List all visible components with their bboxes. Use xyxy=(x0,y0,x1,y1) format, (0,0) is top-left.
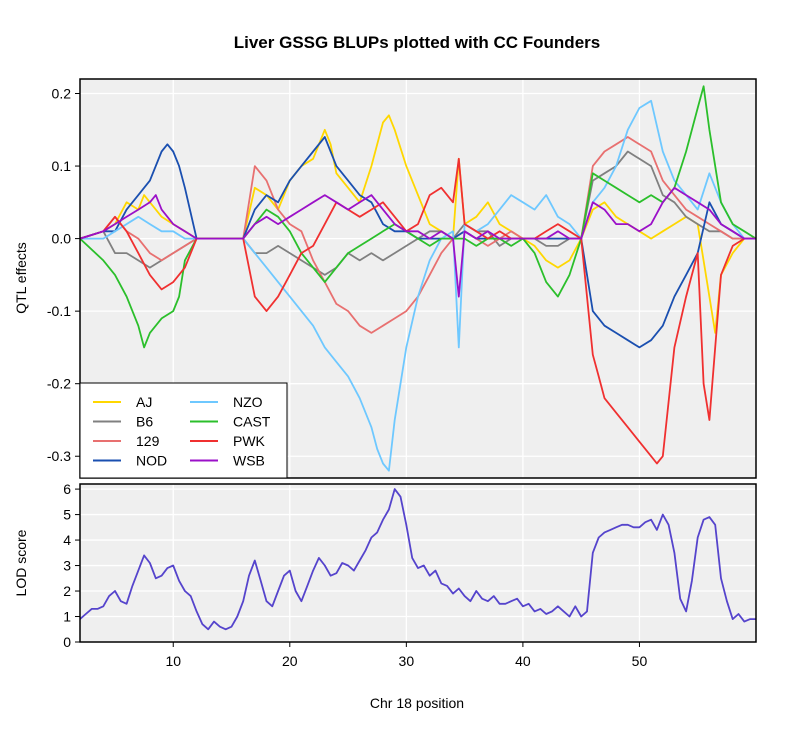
legend-label-b6: B6 xyxy=(136,414,153,430)
legend-box xyxy=(79,382,288,479)
legend-label-nod: NOD xyxy=(136,453,167,469)
effects-series-wsb xyxy=(79,186,756,298)
lod-ytick-label-0: 0 xyxy=(63,634,71,650)
legend-label-cast: CAST xyxy=(233,414,271,430)
lod-ytick-label-1: 1 xyxy=(63,609,71,625)
lod-ytick-label-5: 5 xyxy=(63,507,71,523)
lod-panel: 0 1 2 3 4 5 6 10 20 30 40 50 LOD score xyxy=(13,481,757,669)
effects-series-cast xyxy=(79,85,757,349)
xtick-label-2: 30 xyxy=(399,653,415,669)
lod-y-ticks: 0 1 2 3 4 5 6 xyxy=(63,481,80,650)
lod-plot-background xyxy=(80,484,756,642)
effects-y-ticks: -0.3 -0.2 -0.1 0.0 0.1 0.2 xyxy=(47,86,80,464)
lod-ytick-label-6: 6 xyxy=(63,481,71,497)
legend-label-pwk: PWK xyxy=(233,433,266,449)
xtick-label-1: 20 xyxy=(282,653,298,669)
lod-ytick-label-4: 4 xyxy=(63,532,71,548)
effects-panel: -0.3 -0.2 -0.1 0.0 0.1 0.2 QTL effects AJ B6 12… xyxy=(13,78,757,479)
x-axis-label: Chr 18 position xyxy=(370,695,464,711)
effects-ytick-label-4: 0.1 xyxy=(52,158,72,174)
lod-series-lines xyxy=(79,488,756,631)
legend-label-nzo: NZO xyxy=(233,394,263,410)
xtick-label-0: 10 xyxy=(165,653,181,669)
xtick-label-3: 40 xyxy=(515,653,531,669)
effects-series-lines xyxy=(79,85,757,472)
lod-y-axis-label: LOD score xyxy=(13,529,29,596)
effects-ytick-label-0: -0.3 xyxy=(47,448,71,464)
effects-ytick-label-2: -0.1 xyxy=(47,303,71,319)
effects-ytick-label-5: 0.2 xyxy=(52,86,72,102)
effects-plot-border xyxy=(79,78,757,479)
xtick-label-4: 50 xyxy=(632,653,648,669)
effects-ytick-label-3: 0.0 xyxy=(52,231,72,247)
effects-ytick-label-1: -0.2 xyxy=(47,376,71,392)
x-ticks: 10 20 30 40 50 xyxy=(165,642,647,669)
lod-series-lod xyxy=(79,488,756,631)
legend-label-aj: AJ xyxy=(136,394,152,410)
lod-plot-border xyxy=(79,483,757,643)
legend: AJ B6 129 NOD NZO CAST PWK WSB xyxy=(79,382,288,479)
lod-ytick-label-3: 3 xyxy=(63,558,71,574)
legend-label-wsb: WSB xyxy=(233,453,265,469)
lod-ytick-label-2: 2 xyxy=(63,583,71,599)
effects-y-axis-label: QTL effects xyxy=(13,242,29,314)
chart-title: Liver GSSG BLUPs plotted with CC Founder… xyxy=(234,33,600,52)
legend-label-129: 129 xyxy=(136,433,160,449)
